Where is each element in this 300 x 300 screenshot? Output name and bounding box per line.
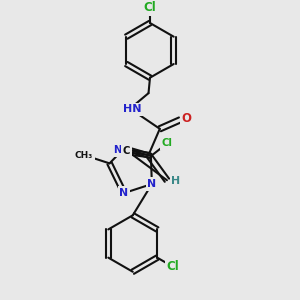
Text: N: N bbox=[147, 179, 156, 189]
Text: O: O bbox=[182, 112, 192, 125]
Text: N: N bbox=[119, 188, 129, 198]
Text: Cl: Cl bbox=[144, 1, 156, 14]
Text: H: H bbox=[171, 176, 180, 186]
Text: C: C bbox=[123, 146, 130, 156]
Text: Cl: Cl bbox=[162, 138, 173, 148]
Text: Cl: Cl bbox=[166, 260, 179, 273]
Text: HN: HN bbox=[123, 104, 142, 114]
Text: CH₃: CH₃ bbox=[75, 151, 93, 160]
Text: N: N bbox=[113, 145, 121, 155]
